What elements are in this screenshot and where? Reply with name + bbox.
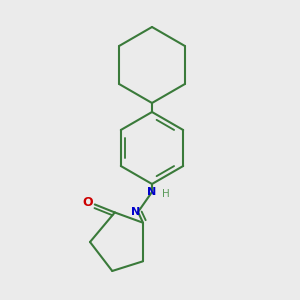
Text: H: H — [162, 189, 170, 199]
Text: N: N — [131, 207, 141, 217]
Text: N: N — [147, 187, 157, 197]
Text: O: O — [82, 196, 93, 209]
